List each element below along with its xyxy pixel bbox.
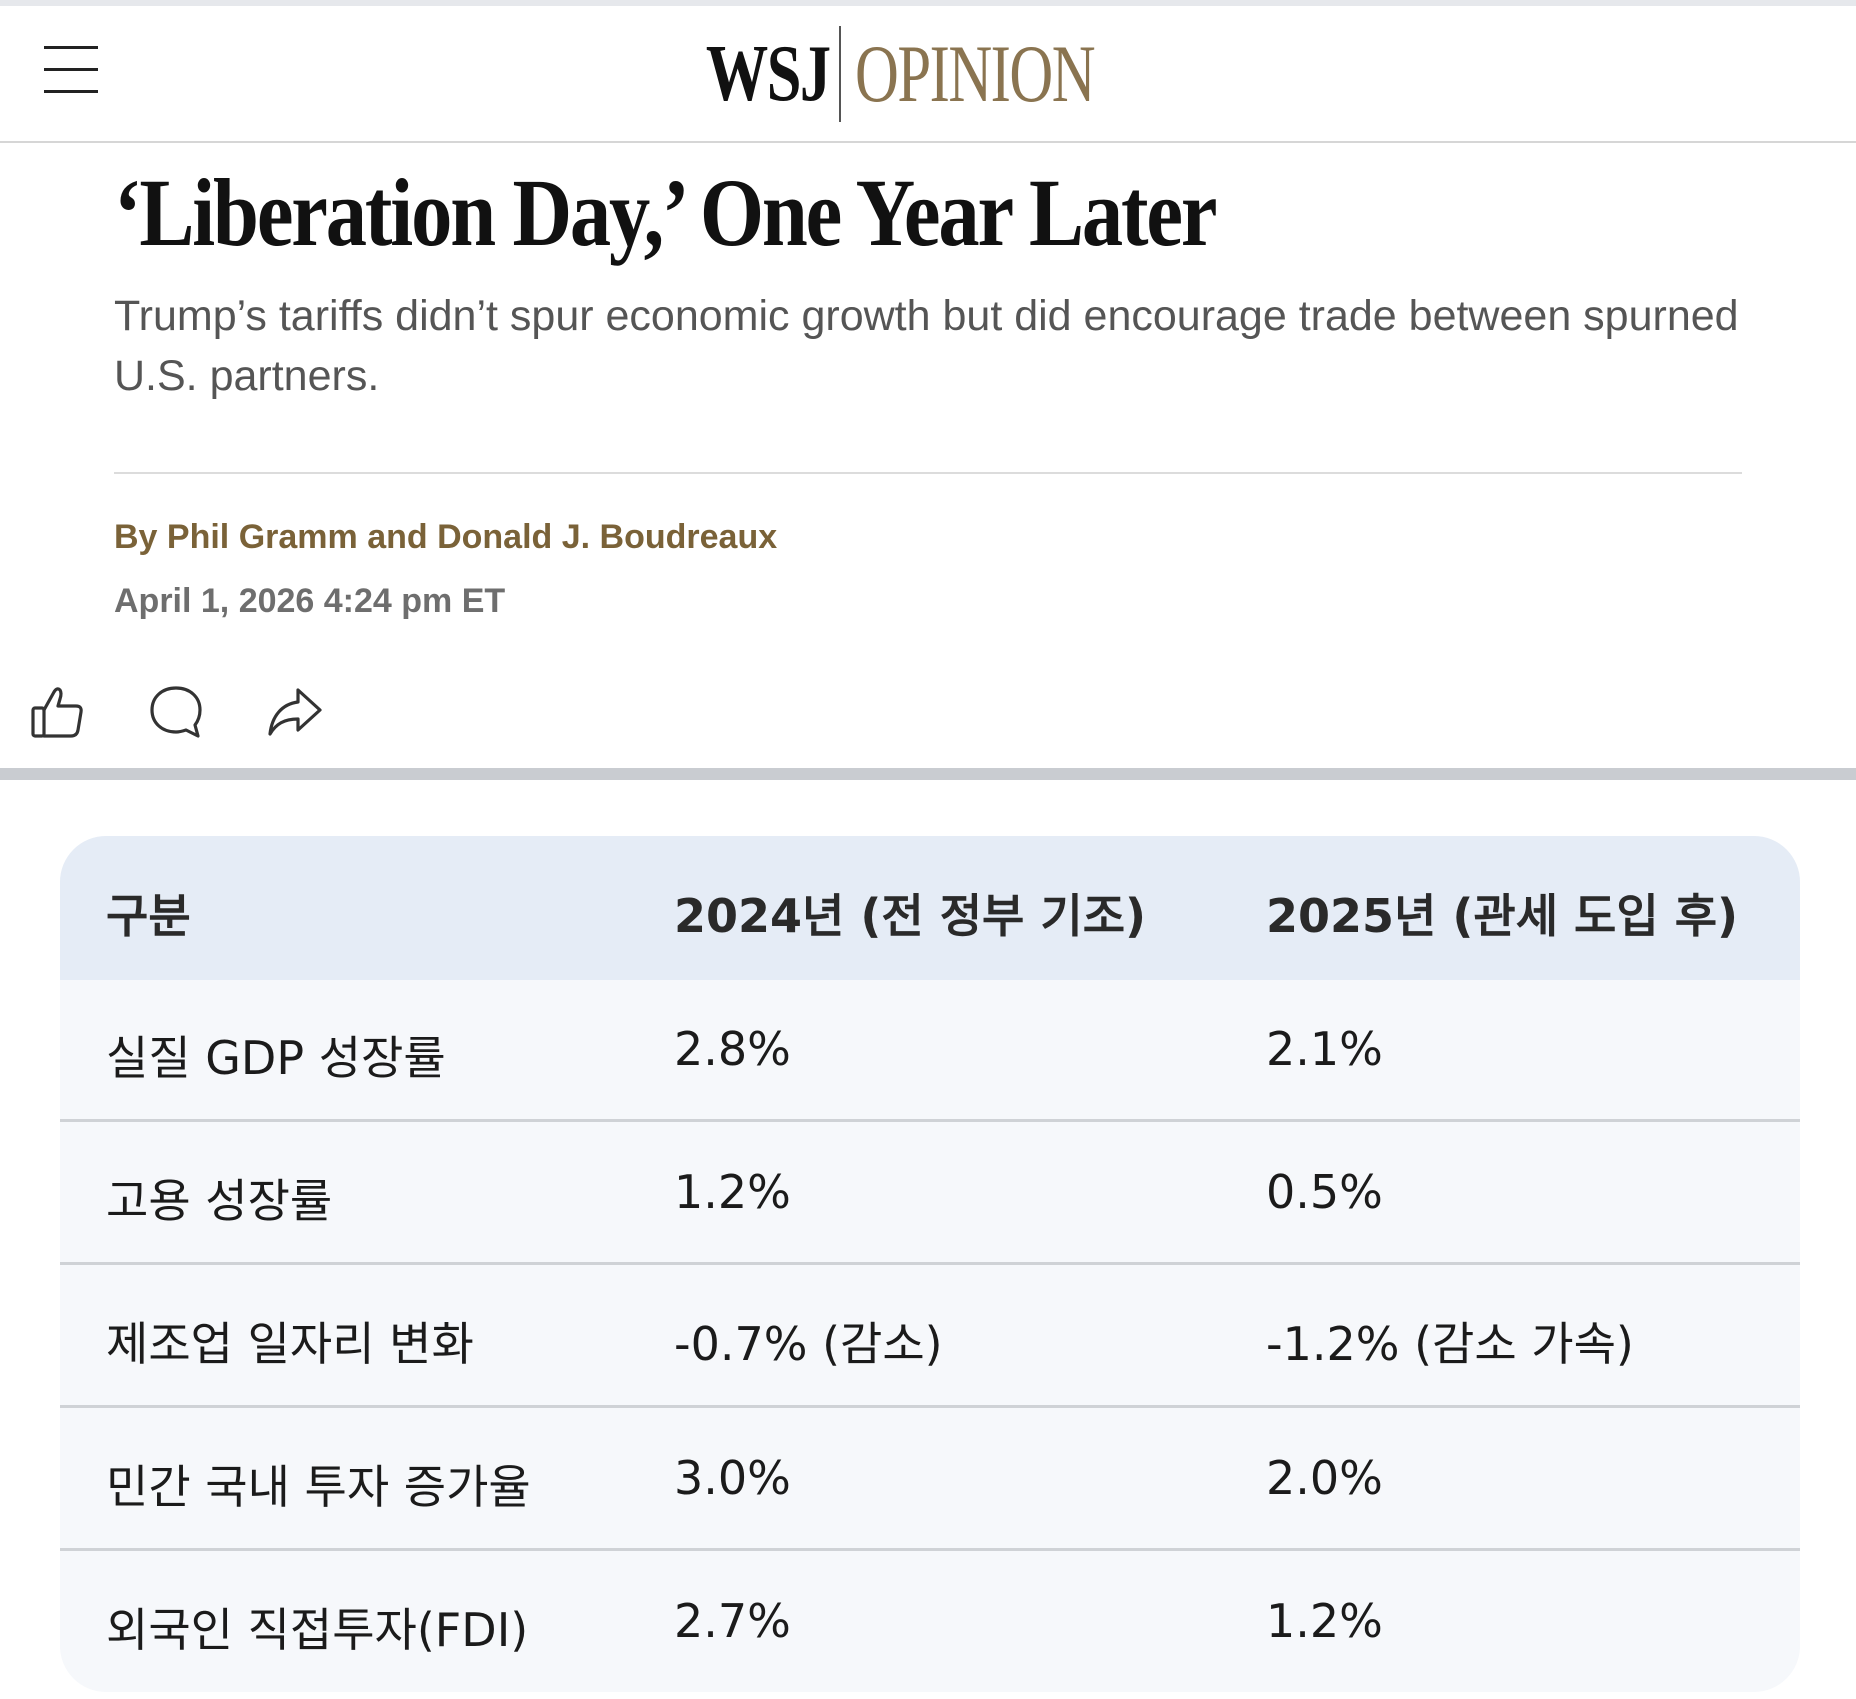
thumbs-up-icon[interactable] (28, 682, 88, 742)
table-cell-label: 외국인 직접투자(FDI) (106, 1603, 529, 1657)
table-cell-2024: -0.7% (감소) (674, 1317, 943, 1371)
table-cell-label: 민간 국내 투자 증가율 (106, 1460, 531, 1514)
table-header-cell: 2025년 (관세 도입 후) (1266, 889, 1739, 943)
table-cell-2024: 2.8% (674, 1022, 791, 1076)
menu-icon[interactable] (44, 44, 98, 94)
table-header-cell: 구분 (106, 889, 191, 943)
article-timestamp: April 1, 2026 4:24 pm ET (114, 582, 506, 620)
table-cell-label: 고용 성장률 (106, 1174, 333, 1228)
table-row: 외국인 직접투자(FDI) 2.7% 1.2% (60, 1552, 1800, 1692)
table-cell-label: 제조업 일자리 변화 (106, 1317, 474, 1371)
divider (114, 472, 1742, 474)
row-divider (60, 1405, 1800, 1408)
logo-section: OPINION (855, 28, 1096, 119)
table-cell-2024: 1.2% (674, 1165, 791, 1219)
table-cell-2025: -1.2% (감소 가속) (1266, 1317, 1634, 1371)
table-header-row: 구분 2024년 (전 정부 기조) 2025년 (관세 도입 후) (60, 836, 1800, 980)
table-row: 제조업 일자리 변화 -0.7% (감소) -1.2% (감소 가속) (60, 1266, 1800, 1408)
site-logo[interactable]: WSJ OPINION (0, 26, 1856, 122)
site-header: WSJ OPINION (0, 6, 1856, 143)
logo-brand: WSJ (705, 30, 831, 118)
table-cell-2025: 0.5% (1266, 1165, 1383, 1219)
table-row: 고용 성장률 1.2% 0.5% (60, 1123, 1800, 1265)
share-icon[interactable] (264, 682, 324, 742)
table-cell-2025: 2.0% (1266, 1451, 1383, 1505)
article-byline[interactable]: By Phil Gramm and Donald J. Boudreaux (114, 518, 778, 556)
row-divider (60, 1119, 1800, 1122)
article-headline: ‘Liberation Day,’ One Year Later (114, 159, 1218, 266)
logo-divider (839, 26, 842, 122)
table-header-cell: 2024년 (전 정부 기조) (674, 889, 1147, 943)
data-table: 구분 2024년 (전 정부 기조) 2025년 (관세 도입 후) 실질 GD… (60, 836, 1800, 1692)
table-cell-2024: 3.0% (674, 1451, 791, 1505)
section-separator (0, 768, 1856, 780)
table-cell-2024: 2.7% (674, 1594, 791, 1648)
table-row: 실질 GDP 성장률 2.8% 2.1% (60, 980, 1800, 1122)
table-cell-label: 실질 GDP 성장률 (106, 1031, 446, 1085)
row-divider (60, 1262, 1800, 1265)
table-cell-2025: 1.2% (1266, 1594, 1383, 1648)
comment-icon[interactable] (146, 682, 206, 742)
article-dek: Trump’s tariffs didn’t spur economic gro… (114, 292, 1739, 400)
row-divider (60, 1548, 1800, 1551)
top-strip (0, 0, 1856, 6)
table-cell-2025: 2.1% (1266, 1022, 1383, 1076)
table-row: 민간 국내 투자 증가율 3.0% 2.0% (60, 1409, 1800, 1551)
